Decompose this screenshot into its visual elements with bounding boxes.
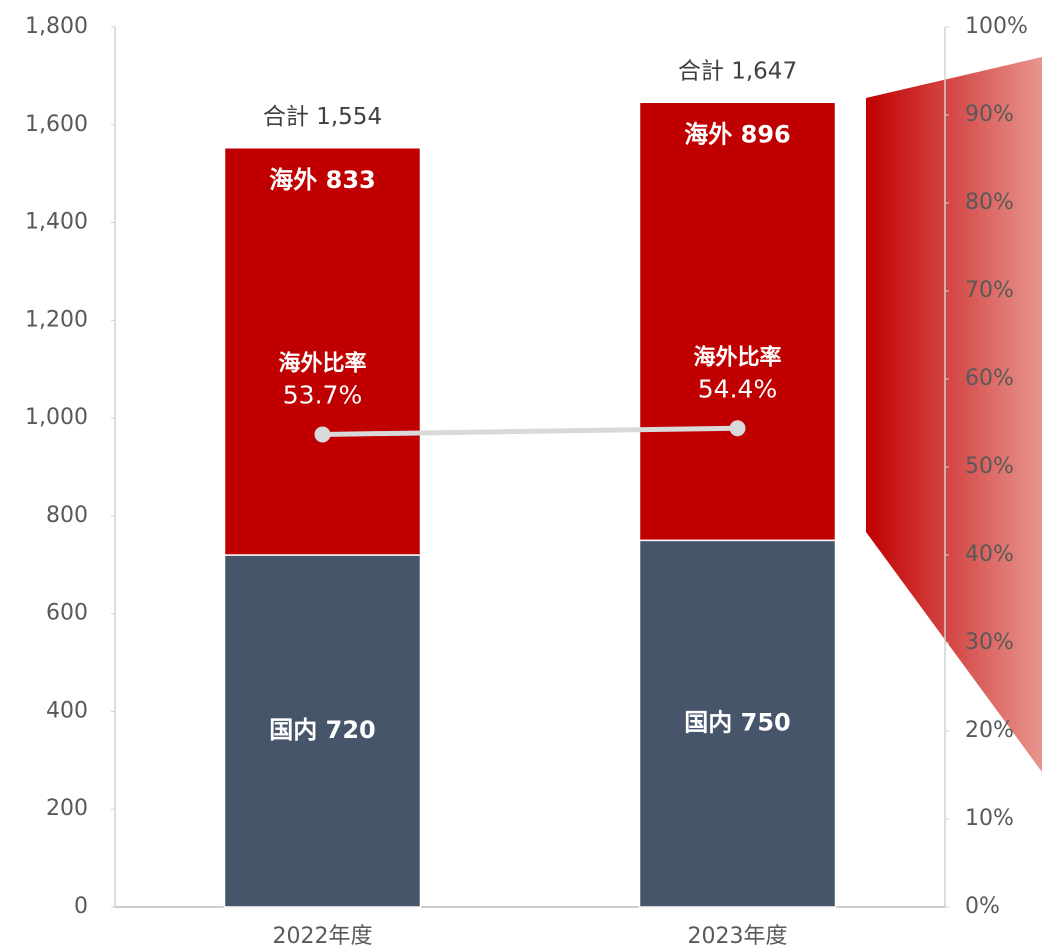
y-tick-label: 1,800 bbox=[25, 14, 88, 39]
total-label: 合計 1,647 bbox=[678, 58, 797, 84]
y-tick-label: 600 bbox=[46, 601, 88, 626]
segment-label: 海外 896 bbox=[684, 120, 790, 148]
line-name: 海外比率 bbox=[693, 344, 781, 370]
x-tick-label: 2022年度 bbox=[273, 924, 373, 947]
y-tick-label: 1,200 bbox=[25, 307, 88, 332]
bar-segment bbox=[223, 147, 422, 556]
bar-segment bbox=[638, 539, 837, 908]
line-name: 海外比率 bbox=[278, 350, 366, 376]
y2-tick-label: 60% bbox=[965, 366, 1014, 391]
y2-tick-label: 100% bbox=[965, 14, 1028, 39]
y2-tick-label: 70% bbox=[965, 278, 1014, 303]
y-tick-label: 400 bbox=[46, 698, 88, 723]
y2-tick-label: 90% bbox=[965, 102, 1014, 127]
bar-segment bbox=[223, 554, 422, 908]
y2-tick-label: 10% bbox=[965, 806, 1014, 831]
x-tick-label: 2023年度 bbox=[688, 924, 788, 947]
decoration bbox=[866, 57, 1042, 772]
segment-label: 国内 720 bbox=[269, 716, 375, 744]
line-point bbox=[729, 420, 746, 437]
y2-tick-label: 20% bbox=[965, 718, 1014, 743]
segment-label: 海外 833 bbox=[269, 166, 375, 194]
y2-tick-label: 0% bbox=[965, 894, 1000, 919]
y-tick-label: 800 bbox=[46, 503, 88, 528]
segment-label: 国内 750 bbox=[684, 709, 790, 737]
line-value-label: 53.7% bbox=[283, 380, 362, 409]
y2-tick-label: 30% bbox=[965, 630, 1014, 655]
y-tick-label: 1,600 bbox=[25, 112, 88, 137]
y-tick-label: 0 bbox=[74, 894, 88, 919]
y2-tick-label: 80% bbox=[965, 190, 1014, 215]
y-tick-label: 1,000 bbox=[25, 405, 88, 430]
line bbox=[322, 425, 738, 437]
line-point bbox=[314, 426, 331, 443]
bar-segment bbox=[638, 101, 837, 542]
line-value-label: 54.4% bbox=[698, 374, 777, 403]
y-tick-label: 200 bbox=[46, 796, 88, 821]
y2-tick-label: 50% bbox=[965, 454, 1014, 479]
y-tick-label: 1,400 bbox=[25, 210, 88, 235]
total-label: 合計 1,554 bbox=[263, 104, 382, 130]
y2-tick-label: 40% bbox=[965, 542, 1014, 567]
